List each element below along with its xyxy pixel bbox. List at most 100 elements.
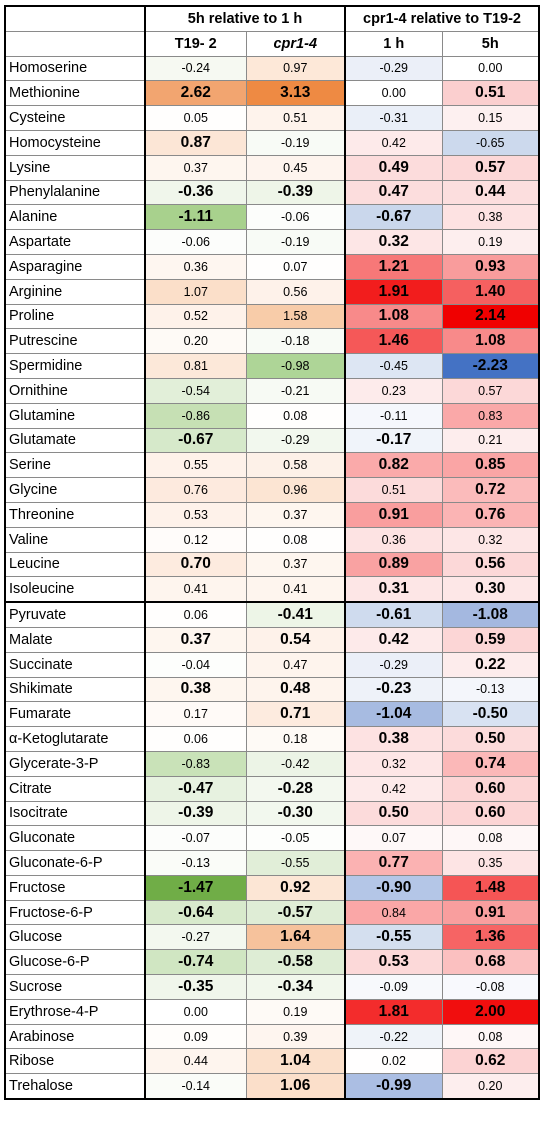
metabolite-name: Glycine (4, 477, 146, 503)
value-cell: -0.83 (144, 750, 247, 777)
value-cell: 1.07 (144, 278, 247, 305)
value-cell: -0.98 (245, 353, 346, 379)
value-cell: 0.74 (441, 750, 540, 777)
value-cell: 0.21 (441, 427, 540, 454)
metabolite-name: Putrescine (4, 328, 146, 355)
value-cell: -0.42 (245, 750, 346, 777)
value-cell: -0.31 (344, 105, 443, 131)
value-cell: -0.29 (344, 55, 443, 82)
value-cell: -0.19 (245, 129, 346, 156)
value-cell: 1.06 (245, 1073, 346, 1101)
value-cell: 0.91 (441, 899, 540, 926)
metabolite-name: Glycerate-3-P (4, 750, 146, 777)
value-cell: 0.51 (245, 105, 346, 131)
value-cell: 0.42 (344, 775, 443, 802)
value-cell: -0.54 (144, 377, 247, 404)
table-row: Methionine 2.62 3.13 0.00 0.51 (4, 80, 540, 107)
value-cell: 0.36 (144, 253, 247, 280)
value-cell: -0.61 (344, 601, 443, 628)
value-cell: 0.12 (144, 526, 247, 553)
value-cell: -0.04 (144, 651, 247, 678)
value-cell: 0.07 (245, 253, 346, 280)
table-body: Homoserine -0.24 0.97 -0.29 0.00 Methionine 2.… (4, 55, 540, 1101)
value-cell: -0.55 (344, 924, 443, 951)
value-cell: -0.34 (245, 974, 346, 1000)
value-cell: 0.77 (344, 850, 443, 876)
value-cell: 0.76 (144, 477, 247, 503)
value-cell: -0.90 (344, 874, 443, 901)
metabolite-name: Pyruvate (4, 601, 146, 628)
table-row: Citrate -0.47 -0.28 0.42 0.60 (4, 775, 540, 802)
value-cell: 0.57 (441, 154, 540, 181)
value-cell: -0.09 (344, 974, 443, 1000)
table-row: Glutamate -0.67 -0.29 -0.17 0.21 (4, 427, 540, 454)
value-cell: 0.58 (245, 452, 346, 479)
table-row: Putrescine 0.20 -0.18 1.46 1.08 (4, 328, 540, 355)
value-cell: 1.58 (245, 303, 346, 330)
metabolite-name: Homoserine (4, 55, 146, 82)
value-cell: 0.17 (144, 701, 247, 728)
header-row-columns: T19- 2 cpr1-4 1 h 5h (4, 30, 540, 57)
value-cell: -0.99 (344, 1073, 443, 1101)
col-header-1h: 1 h (344, 30, 443, 57)
value-cell: -0.18 (245, 328, 346, 355)
metabolite-name: Leucine (4, 551, 146, 578)
value-cell: 0.07 (344, 825, 443, 852)
table-row: Trehalose -0.14 1.06 -0.99 0.20 (4, 1073, 540, 1101)
value-cell: -0.39 (245, 179, 346, 206)
table-row: Leucine 0.70 0.37 0.89 0.56 (4, 551, 540, 578)
table-row: Pyruvate 0.06 -0.41 -0.61 -1.08 (4, 601, 540, 628)
metabolite-name: Sucrose (4, 974, 146, 1000)
metabolite-name: Alanine (4, 204, 146, 231)
value-cell: 1.04 (245, 1048, 346, 1075)
value-cell: 0.51 (441, 80, 540, 107)
table-row: α-Ketoglutarate 0.06 0.18 0.38 0.50 (4, 726, 540, 752)
metabolite-name: Methionine (4, 80, 146, 107)
value-cell: 0.19 (245, 998, 346, 1025)
value-cell: 0.60 (441, 775, 540, 802)
value-cell: 0.42 (344, 626, 443, 653)
table-row: Spermidine 0.81 -0.98 -0.45 -2.23 (4, 353, 540, 379)
value-cell: 0.35 (441, 850, 540, 876)
table-row: Homoserine -0.24 0.97 -0.29 0.00 (4, 55, 540, 82)
value-cell: -0.19 (245, 229, 346, 255)
value-cell: -0.57 (245, 899, 346, 926)
metabolite-name: Cysteine (4, 105, 146, 131)
value-cell: -0.39 (144, 800, 247, 827)
value-cell: 0.08 (441, 1023, 540, 1050)
table-row: Arginine 1.07 0.56 1.91 1.40 (4, 278, 540, 305)
value-cell: 0.83 (441, 402, 540, 429)
table-row: Homocysteine 0.87 -0.19 0.42 -0.65 (4, 129, 540, 156)
value-cell: 0.20 (441, 1073, 540, 1101)
table-row: Isoleucine 0.41 0.41 0.31 0.30 (4, 576, 540, 603)
group-header-cpr-relative: cpr1-4 relative to T19-2 (344, 4, 540, 32)
value-cell: -0.22 (344, 1023, 443, 1050)
metabolite-name: Serine (4, 452, 146, 479)
metabolite-name: Phenylalanine (4, 179, 146, 206)
table-row: Succinate -0.04 0.47 -0.29 0.22 (4, 651, 540, 678)
table-row: Phenylalanine -0.36 -0.39 0.47 0.44 (4, 179, 540, 206)
value-cell: 0.32 (344, 750, 443, 777)
metabolite-name: Isocitrate (4, 800, 146, 827)
value-cell: 0.02 (344, 1048, 443, 1075)
metabolite-name: Spermidine (4, 353, 146, 379)
table-row: Arabinose 0.09 0.39 -0.22 0.08 (4, 1023, 540, 1050)
col-header-cpr: cpr1-4 (245, 30, 346, 57)
value-cell: 1.40 (441, 278, 540, 305)
value-cell: -0.86 (144, 402, 247, 429)
value-cell: 0.37 (144, 626, 247, 653)
value-cell: -1.08 (441, 601, 540, 628)
metabolite-name: Arginine (4, 278, 146, 305)
col-header-5h: 5h (441, 30, 540, 57)
metabolite-name: Fructose (4, 874, 146, 901)
col-header-t19: T19- 2 (144, 30, 247, 57)
metabolite-name: Homocysteine (4, 129, 146, 156)
metabolite-name: Succinate (4, 651, 146, 678)
value-cell: 0.82 (344, 452, 443, 479)
value-cell: 0.44 (144, 1048, 247, 1075)
value-cell: -0.07 (144, 825, 247, 852)
metabolite-name: Erythrose-4-P (4, 998, 146, 1025)
table-row: Sucrose -0.35 -0.34 -0.09 -0.08 (4, 974, 540, 1000)
metabolite-name: Ribose (4, 1048, 146, 1075)
value-cell: -0.47 (144, 775, 247, 802)
